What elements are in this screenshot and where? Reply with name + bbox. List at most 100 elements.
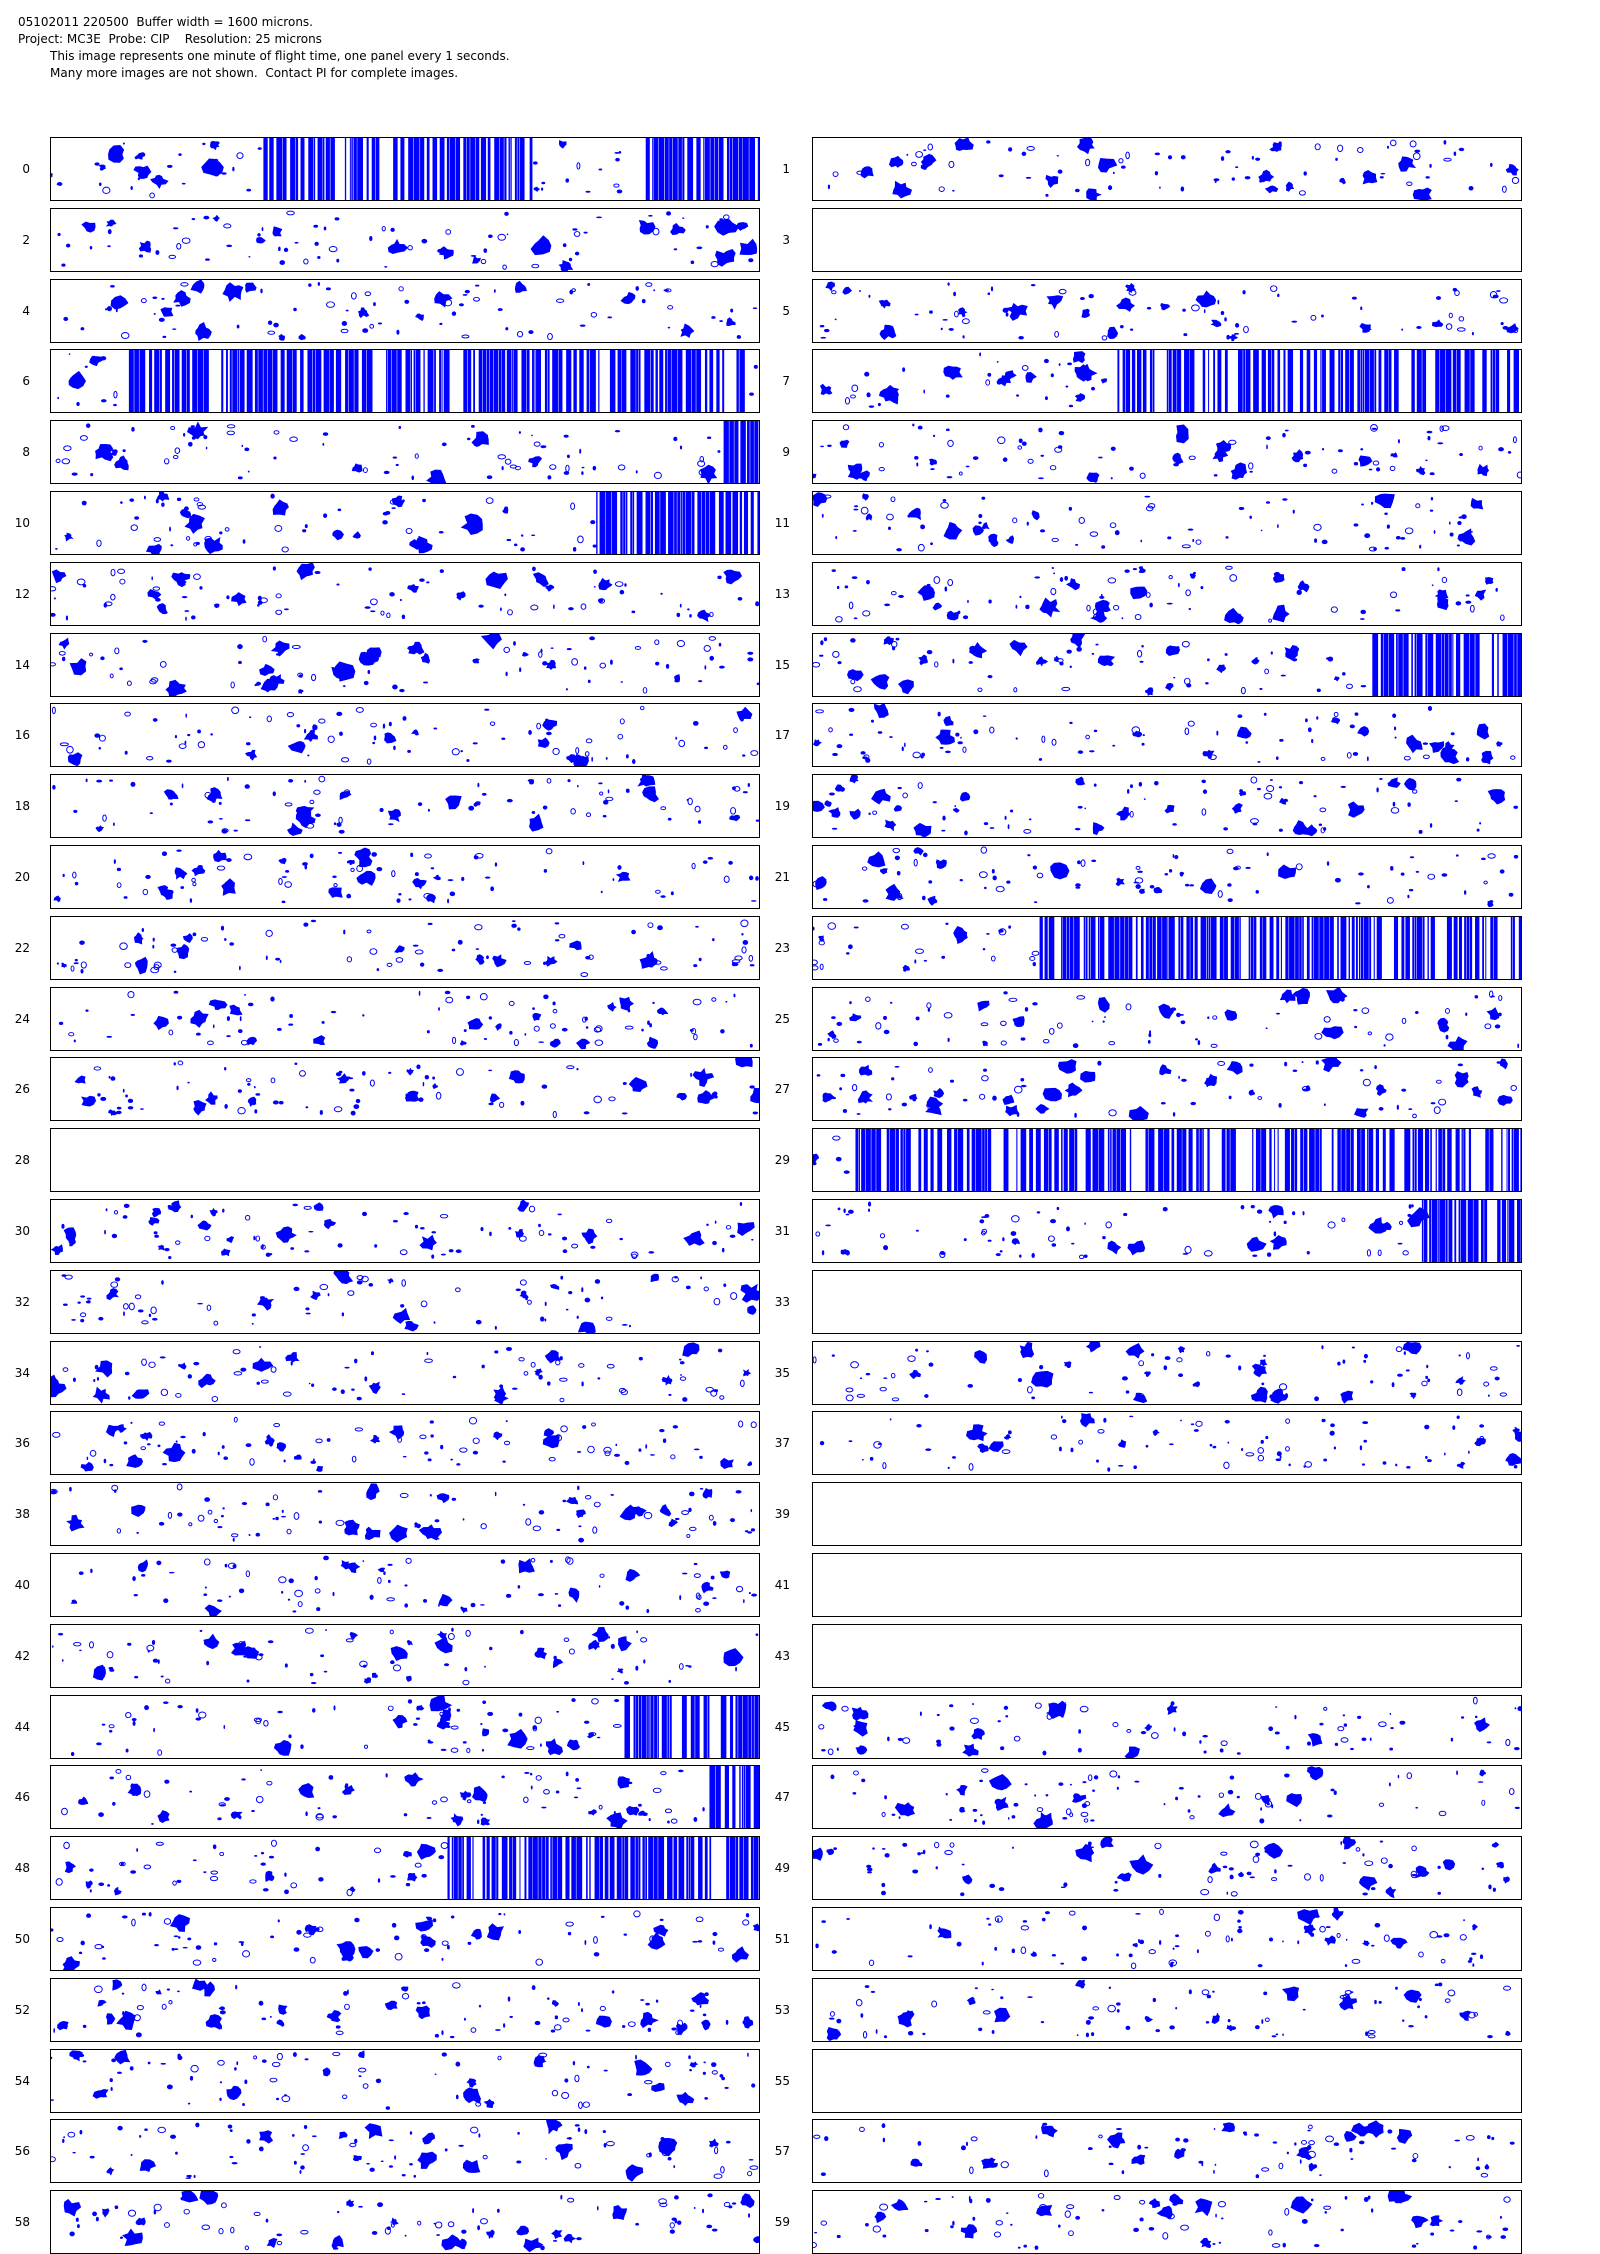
particle-dot [177, 1990, 180, 1993]
panel-number: 12 [14, 587, 30, 601]
particle-dot [511, 920, 516, 922]
particle-dot [1316, 716, 1319, 720]
particle-dot [587, 283, 591, 286]
particle-blob [1479, 1769, 1487, 1777]
particle-dot [1390, 866, 1394, 871]
particle-dot [430, 867, 435, 870]
particle-dot [363, 680, 369, 686]
particle-blob [204, 1981, 215, 1997]
particle-ring [401, 1993, 410, 2000]
particle-dot [142, 639, 148, 643]
streak-band [1299, 917, 1302, 979]
particle-dot [820, 445, 824, 448]
streak-band [861, 1129, 866, 1191]
streak-band [589, 1837, 591, 1899]
particle-ring [612, 1723, 622, 1728]
particle-dot [1425, 1375, 1429, 1380]
particle-dot [292, 2133, 295, 2137]
streak-band [1259, 917, 1263, 979]
particle-dot [199, 1629, 203, 1632]
particle-dot [107, 245, 111, 248]
particle-dot [335, 1072, 342, 1077]
particle-blob [105, 1424, 119, 1437]
particle-dot [697, 820, 702, 824]
particle-dot [729, 1518, 735, 1523]
particle-ring [1047, 1235, 1055, 1242]
particle-dot [1489, 162, 1493, 167]
streak-band [954, 1129, 958, 1191]
streak-band [501, 1837, 508, 1899]
particle-dot [848, 707, 855, 712]
streak-band [739, 350, 745, 412]
streak-band [1427, 634, 1434, 696]
streak-band [734, 421, 739, 483]
particle-dot [861, 1458, 864, 1461]
particle-dot [78, 1951, 83, 1955]
particle-blob [148, 1217, 160, 1226]
particle-ring [1472, 1696, 1478, 1705]
particle-dot [1395, 609, 1401, 612]
particle-ring [389, 1629, 394, 1635]
particle-dot [369, 1594, 374, 1600]
particle-dot [667, 326, 671, 329]
particle-dot [592, 544, 597, 548]
particle-ring [108, 1724, 115, 1729]
particle-blob [606, 1812, 628, 1828]
particle-blob [993, 2007, 1011, 2023]
streak-band [466, 1837, 471, 1899]
particle-image-panel [812, 1907, 1522, 1971]
particle-dot [707, 857, 714, 860]
particle-dot [106, 1035, 112, 1038]
particle-dot [973, 729, 979, 735]
particle-dot [819, 1440, 825, 1446]
particle-dot [560, 1275, 564, 1280]
particle-ring [819, 963, 824, 970]
particle-ring [1085, 158, 1091, 167]
particle-blob [206, 787, 223, 803]
particle-ring [177, 1060, 184, 1066]
particle-dot [235, 1984, 238, 1990]
particle-dot [440, 1253, 446, 1256]
particle-dot [1463, 1919, 1466, 1921]
particle-dot [565, 1308, 569, 1311]
particle-ring [1440, 1958, 1446, 1964]
particle-dot [1443, 140, 1447, 145]
particle-image-panel [812, 491, 1522, 555]
particle-ring [332, 2051, 341, 2057]
particle-dot [614, 152, 620, 154]
particle-dot [430, 1434, 434, 1438]
particle-dot [1335, 157, 1338, 161]
particle-dot [189, 1790, 193, 1793]
streak-band [1423, 1200, 1428, 1262]
particle-blob [1138, 888, 1146, 895]
particle-dot [679, 445, 683, 450]
particle-dot [461, 2229, 467, 2234]
particle-blob [1041, 2125, 1058, 2138]
streak-band [638, 1837, 641, 1899]
particle-dot [219, 2006, 226, 2011]
particle-dot [581, 1381, 584, 1387]
particle-dot [875, 2029, 878, 2034]
particle-dot [896, 870, 901, 876]
particle-ring [890, 1372, 896, 1379]
particle-ring [233, 1416, 238, 1423]
particle-blob [1199, 878, 1217, 894]
particle-dot [1180, 2148, 1186, 2152]
particle-dot [513, 641, 516, 646]
particle-ring [1257, 1447, 1265, 1454]
particle-ring [217, 2059, 225, 2066]
particle-dot [827, 444, 832, 447]
particle-dot [576, 1787, 582, 1790]
particle-dot [1195, 1038, 1199, 1041]
streak-band [1509, 1200, 1515, 1262]
particle-blob [522, 651, 529, 657]
particle-ring [1304, 1873, 1311, 1881]
particle-blob [415, 1919, 434, 1932]
particle-dot [241, 1778, 246, 1781]
streak-band [1219, 917, 1224, 979]
particle-dot [1245, 866, 1251, 869]
particle-dot [203, 435, 208, 440]
particle-blob [849, 808, 861, 820]
particle-dot [1178, 1075, 1180, 1080]
particle-ring [168, 254, 177, 259]
